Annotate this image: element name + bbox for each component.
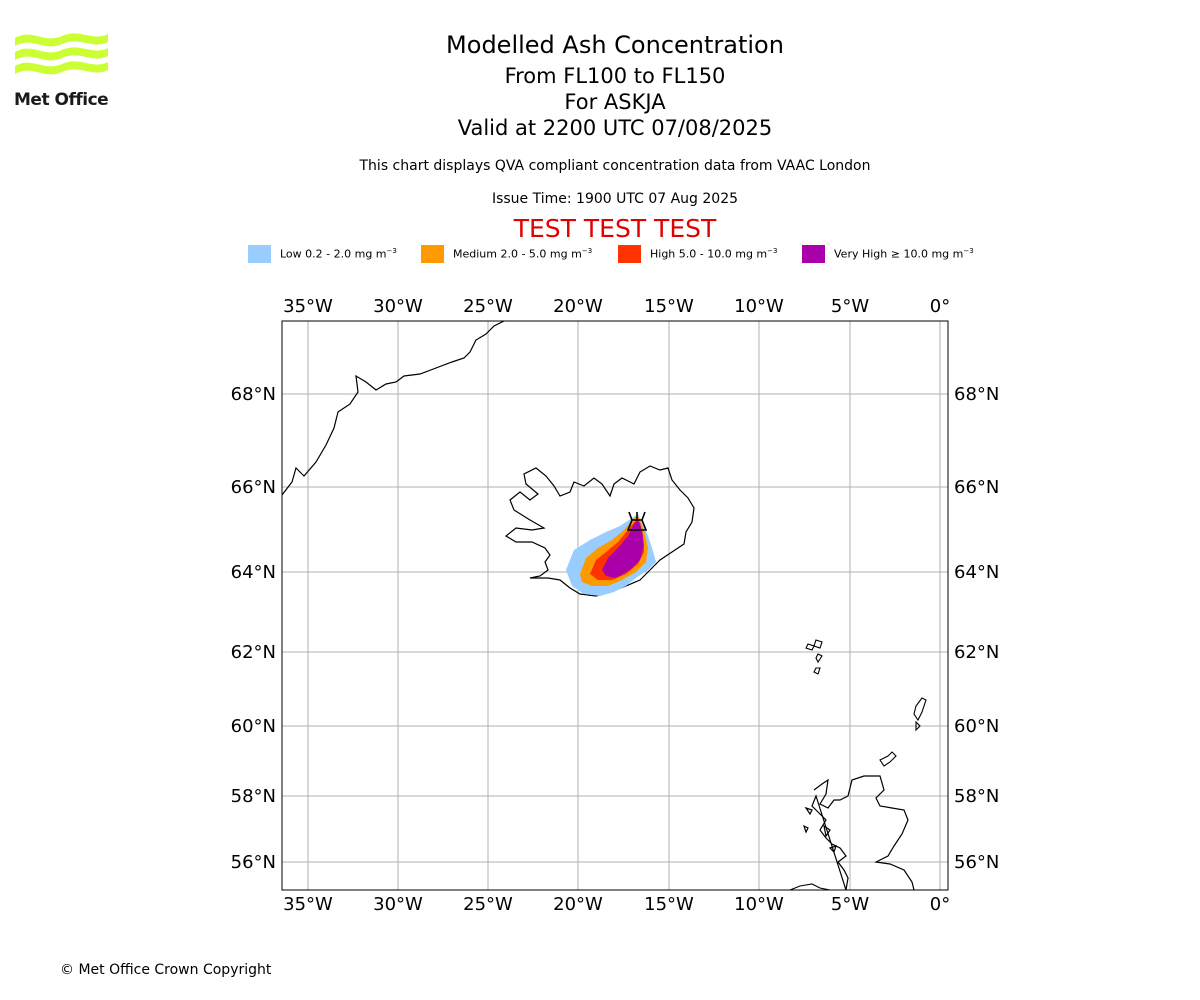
lon-tick-top-30w: 30°W — [373, 296, 423, 317]
iceland-coastline — [504, 465, 695, 597]
met-office-logo-icon — [15, 33, 108, 75]
legend-swatch-low — [248, 245, 271, 263]
lon-tick-top-15w: 15°W — [644, 296, 694, 317]
greenland-coastline — [282, 321, 505, 496]
lat-tick-right-62n: 62°N — [954, 642, 999, 663]
lon-tick-top-10w: 10°W — [734, 296, 784, 317]
lat-tick-right-60n: 60°N — [954, 716, 999, 737]
issue-time: Issue Time: 1900 UTC 07 Aug 2025 — [491, 191, 739, 207]
lat-tick-right-64n: 64°N — [954, 562, 999, 583]
legend-label-high: High 5.0 - 10.0 mg m−3 — [650, 247, 778, 261]
lat-tick-left-58n: 58°N — [231, 786, 276, 807]
orkney-islands — [879, 751, 897, 767]
legend-item-high: High 5.0 - 10.0 mg m−3 — [618, 244, 777, 264]
lon-tick-top-5w: 5°W — [831, 296, 869, 317]
shetland-islands — [913, 697, 927, 732]
lon-tick-bottom-10w: 10°W — [734, 894, 784, 915]
lat-tick-left-56n: 56°N — [231, 852, 276, 873]
valid-time: Valid at 2200 UTC 07/08/2025 — [457, 116, 773, 140]
lat-tick-right-66n: 66°N — [954, 477, 999, 498]
lat-tick-left-64n: 64°N — [231, 562, 276, 583]
lat-tick-left-60n: 60°N — [231, 716, 276, 737]
lat-tick-left-68n: 68°N — [231, 384, 276, 405]
chart-subtitle: This chart displays QVA compliant concen… — [359, 158, 871, 174]
ash-plume — [566, 514, 656, 596]
map-gridlines — [282, 321, 948, 890]
chart-title: Modelled Ash Concentration — [446, 31, 784, 59]
test-banner: TEST TEST TEST — [513, 214, 717, 243]
lon-tick-bottom-0: 0° — [930, 894, 950, 915]
legend-item-medium: Medium 2.0 - 5.0 mg m−3 — [421, 244, 592, 264]
copyright-notice: © Met Office Crown Copyright — [60, 962, 272, 978]
legend-swatch-very-high — [802, 245, 825, 263]
lon-tick-top-0: 0° — [930, 296, 950, 317]
lat-tick-right-58n: 58°N — [954, 786, 999, 807]
flight-level-range: From FL100 to FL150 — [504, 64, 726, 88]
legend-swatch-high — [618, 245, 641, 263]
ash-very-high-area — [602, 520, 644, 578]
lat-tick-left-62n: 62°N — [231, 642, 276, 663]
lat-tick-right-56n: 56°N — [954, 852, 999, 873]
volcano-name: For ASKJA — [564, 90, 666, 114]
lon-tick-bottom-35w: 35°W — [283, 894, 333, 915]
legend-item-low: Low 0.2 - 2.0 mg m−3 — [248, 244, 397, 264]
legend-label-medium: Medium 2.0 - 5.0 mg m−3 — [453, 247, 593, 261]
logo-text: Met Office — [14, 90, 109, 110]
legend-label-very-high: Very High ≥ 10.0 mg m−3 — [834, 247, 974, 261]
legend-label-low: Low 0.2 - 2.0 mg m−3 — [280, 247, 397, 261]
map-frame — [281, 320, 949, 891]
lat-tick-right-68n: 68°N — [954, 384, 999, 405]
lon-tick-bottom-15w: 15°W — [644, 894, 694, 915]
lon-tick-top-35w: 35°W — [283, 296, 333, 317]
legend-swatch-medium — [421, 245, 444, 263]
lon-tick-top-25w: 25°W — [463, 296, 513, 317]
legend-item-very-high: Very High ≥ 10.0 mg m−3 — [802, 244, 974, 264]
lon-tick-bottom-30w: 30°W — [373, 894, 423, 915]
scotland-coastline — [802, 775, 915, 890]
lon-tick-bottom-5w: 5°W — [831, 894, 869, 915]
lon-tick-bottom-20w: 20°W — [553, 894, 603, 915]
lon-tick-bottom-25w: 25°W — [463, 894, 513, 915]
lat-tick-left-66n: 66°N — [231, 477, 276, 498]
faroe-islands — [805, 639, 823, 675]
irish-coastline — [789, 883, 831, 890]
lon-tick-top-20w: 20°W — [553, 296, 603, 317]
volcano-icon — [626, 511, 648, 531]
